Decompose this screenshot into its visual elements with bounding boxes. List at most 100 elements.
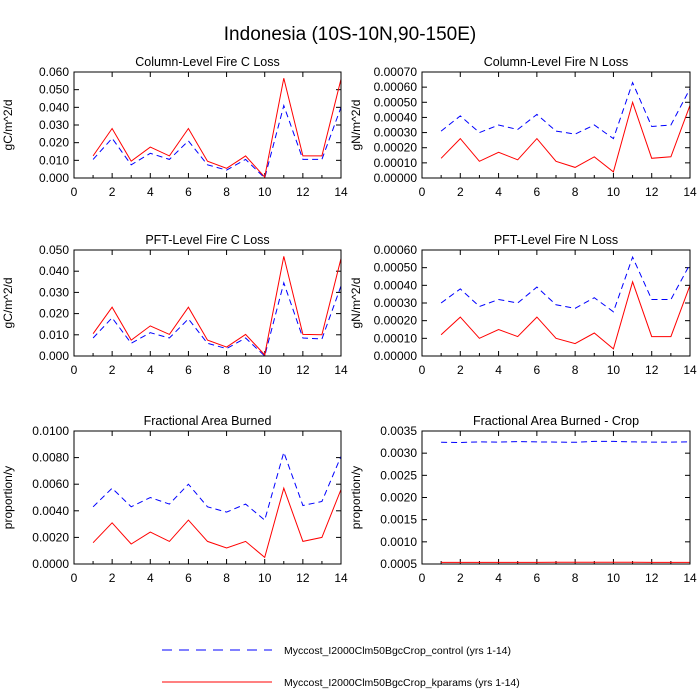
series-line-kparams	[440, 280, 691, 350]
y-tick-label: 0.00060	[374, 80, 418, 94]
x-tick-label: 0	[71, 571, 78, 585]
panel-2-title: Column-Level Fire N Loss	[484, 55, 629, 69]
x-tick-label: 14	[683, 185, 697, 199]
x-tick-label: 12	[296, 571, 310, 585]
panel-5: Fractional Area Burned proportion/y 0 2 4 6 8 1…	[1, 414, 348, 585]
x-tick-label: 4	[147, 185, 154, 199]
panel-6-title: Fractional Area Burned - Crop	[473, 414, 639, 428]
figure-title: Indonesia (10S-10N,90-150E)	[224, 24, 476, 45]
panel-2-ylabel: gN/m^2/d	[349, 100, 363, 151]
y-tick-label: 0.00040	[374, 110, 418, 124]
panel-3: PFT-Level Fire C Loss gC/m^2/d 0 2 4 6 8 10 12 14…	[1, 233, 348, 377]
y-tick-label: 0.00050	[374, 95, 418, 109]
y-tick-label: 0.000	[39, 171, 69, 185]
y-tick-label: 0.00010	[374, 331, 418, 345]
x-tick-label: 0	[419, 363, 426, 377]
series-line-kparams	[92, 486, 342, 559]
x-tick-label: 2	[457, 185, 464, 199]
x-tick-label: 14	[334, 571, 348, 585]
x-tick-label: 8	[572, 571, 579, 585]
x-tick-label: 8	[223, 363, 230, 377]
x-tick-label: 14	[334, 363, 348, 377]
series-line-control	[92, 281, 342, 357]
x-tick-label: 2	[457, 571, 464, 585]
y-tick-label: 0.020	[39, 307, 69, 321]
panel-6-ylabel: proportion/y	[349, 466, 363, 529]
y-tick-label: 0.0000	[32, 557, 69, 571]
y-tick-label: 0.0020	[32, 530, 69, 544]
x-tick-label: 12	[296, 185, 310, 199]
y-tick-label: 0.020	[39, 136, 69, 150]
panel-3-title: PFT-Level Fire C Loss	[145, 233, 269, 247]
panel-2: Column-Level Fire N Loss gN/m^2/d 0 2 4 6 8 10 1…	[349, 55, 697, 199]
x-tick-label: 4	[495, 571, 502, 585]
y-tick-label: 0.00070	[374, 65, 418, 79]
series-line-control	[441, 440, 691, 444]
x-tick-label: 6	[185, 363, 192, 377]
legend-entry-kparams: Myccost_I2000Clm50BgcCrop_kparams (yrs 1…	[162, 677, 520, 689]
y-tick-label: 0.00030	[374, 296, 418, 310]
x-tick-label: 6	[534, 571, 541, 585]
y-tick-label: 0.00060	[374, 243, 418, 257]
y-tick-label: 0.00050	[374, 261, 418, 275]
x-tick-label: 4	[495, 185, 502, 199]
panel-4: PFT-Level Fire N Loss gN/m^2/d 0 2 4 6 8 10 12 14…	[349, 233, 697, 377]
y-tick-label: 0.050	[39, 243, 69, 257]
x-tick-label: 2	[109, 363, 116, 377]
panel-4-title: PFT-Level Fire N Loss	[494, 233, 618, 247]
plot-frame	[73, 71, 342, 179]
y-tick-label: 0.030	[39, 285, 69, 299]
panel-5-title: Fractional Area Burned	[144, 414, 272, 428]
y-tick-label: 0.00000	[374, 349, 418, 363]
x-tick-label: 12	[645, 363, 659, 377]
x-tick-label: 4	[495, 363, 502, 377]
x-tick-label: 8	[223, 185, 230, 199]
x-tick-label: 10	[258, 363, 272, 377]
y-tick-label: 0.010	[39, 153, 69, 167]
plot-frame	[421, 249, 691, 357]
panels: Column-Level Fire C Loss gC/m^2/d 0 2 4 6 8 10 1…	[1, 55, 697, 585]
x-tick-label: 10	[258, 185, 272, 199]
x-tick-label: 12	[645, 185, 659, 199]
y-tick-label: 0.0040	[32, 504, 69, 518]
x-tick-label: 8	[223, 571, 230, 585]
x-tick-label: 14	[683, 571, 697, 585]
x-tick-label: 4	[147, 571, 154, 585]
plot-frame	[73, 249, 342, 357]
y-tick-label: 0.0005	[380, 557, 417, 571]
x-tick-label: 10	[607, 571, 621, 585]
x-tick-label: 10	[258, 571, 272, 585]
x-tick-label: 2	[457, 363, 464, 377]
x-tick-label: 12	[296, 363, 310, 377]
y-tick-label: 0.0030	[380, 446, 417, 460]
y-tick-label: 0.060	[39, 65, 69, 79]
y-tick-label: 0.0010	[380, 535, 417, 549]
series-line-control	[440, 255, 691, 313]
y-tick-label: 0.010	[39, 328, 69, 342]
x-tick-label: 12	[645, 571, 659, 585]
x-tick-label: 0	[71, 185, 78, 199]
y-tick-label: 0.0020	[380, 491, 417, 505]
x-tick-label: 0	[71, 363, 78, 377]
legend-label-control: Myccost_I2000Clm50BgcCrop_control (yrs 1…	[284, 645, 511, 657]
x-tick-label: 2	[109, 571, 116, 585]
legend: Myccost_I2000Clm50BgcCrop_control (yrs 1…	[162, 645, 520, 689]
plot-frame	[421, 430, 691, 565]
x-tick-label: 6	[534, 363, 541, 377]
y-tick-label: 0.00020	[374, 314, 418, 328]
x-tick-label: 6	[185, 571, 192, 585]
plot-frame	[73, 430, 342, 565]
legend-entry-control: Myccost_I2000Clm50BgcCrop_control (yrs 1…	[162, 645, 511, 657]
x-tick-label: 10	[607, 363, 621, 377]
panel-1-ylabel: gC/m^2/d	[1, 100, 15, 151]
legend-label-kparams: Myccost_I2000Clm50BgcCrop_kparams (yrs 1…	[284, 677, 520, 689]
x-tick-label: 4	[147, 363, 154, 377]
panel-4-ylabel: gN/m^2/d	[349, 278, 363, 329]
y-tick-label: 0.040	[39, 100, 69, 114]
series-line-control	[92, 450, 342, 521]
panel-1: Column-Level Fire C Loss gC/m^2/d 0 2 4 6 8 10 1…	[1, 55, 348, 199]
y-tick-label: 0.00030	[374, 126, 418, 140]
series-line-kparams	[92, 256, 342, 356]
panel-1-title: Column-Level Fire C Loss	[135, 55, 280, 69]
